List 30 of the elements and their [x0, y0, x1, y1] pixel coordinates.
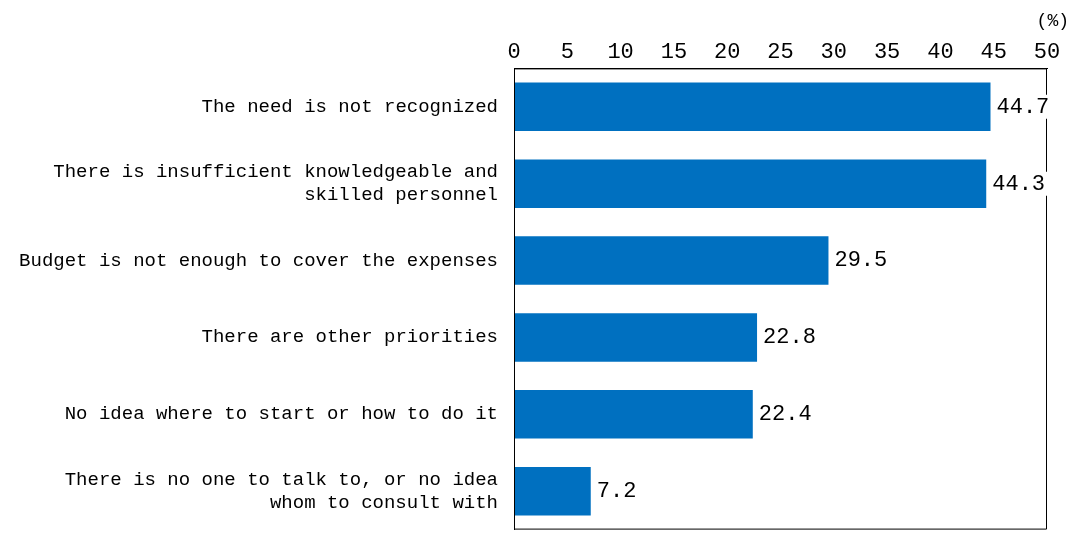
data-label: 44.7: [996, 94, 1050, 120]
x-tick-label: 40: [927, 40, 954, 66]
x-tick-label: 30: [820, 40, 847, 66]
y-tick-label: The need is not recognized: [201, 95, 498, 118]
bar: [514, 82, 991, 132]
y-tick-label: There is no one to talk to, or no idea whom to consult with: [64, 468, 498, 514]
x-tick-label: 5: [560, 40, 574, 66]
text: (%): [1036, 10, 1069, 31]
y-tick-label: There is insufficient knowledgeable and skilled personnel: [53, 161, 498, 207]
data-label: 22.8: [763, 325, 816, 351]
x-tick-label: 20: [714, 40, 741, 66]
y-tick-label: There are other priorities: [201, 326, 498, 349]
y-tick-label: No idea where to start or how to do it: [64, 403, 498, 426]
data-label: 7.2: [596, 478, 637, 504]
data-label: 29.5: [834, 248, 888, 274]
x-tick-label: 10: [607, 40, 634, 66]
x-tick-label: 45: [980, 40, 1007, 66]
x-tick-label: 50: [1033, 40, 1061, 66]
bar: [514, 390, 753, 439]
bar: [514, 466, 591, 516]
x-tick-label: 15: [660, 40, 688, 66]
x-tick-label: 25: [767, 40, 794, 66]
y-tick-label: Budget is not enough to cover the expenses: [19, 249, 498, 272]
bar: [514, 236, 829, 285]
bar: [514, 159, 987, 208]
data-label: 44.3: [992, 171, 1046, 197]
bar: [514, 313, 758, 362]
x-tick-label: 0: [507, 40, 521, 66]
x-tick-label: 35: [873, 40, 901, 66]
data-label: 22.4: [758, 402, 812, 428]
